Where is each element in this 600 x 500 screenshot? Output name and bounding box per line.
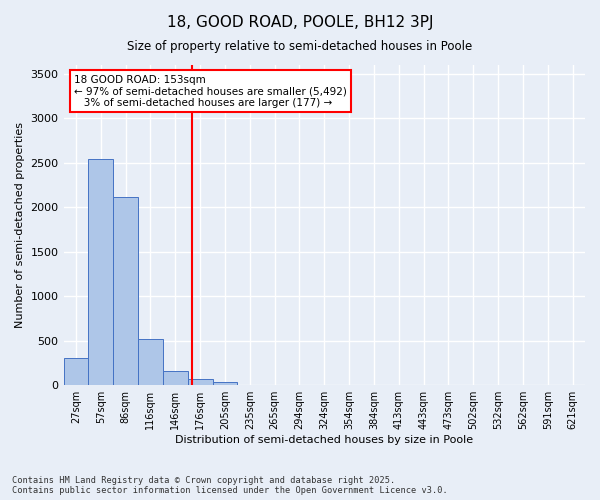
X-axis label: Distribution of semi-detached houses by size in Poole: Distribution of semi-detached houses by … [175, 435, 473, 445]
Text: 18, GOOD ROAD, POOLE, BH12 3PJ: 18, GOOD ROAD, POOLE, BH12 3PJ [167, 15, 433, 30]
Text: Contains HM Land Registry data © Crown copyright and database right 2025.
Contai: Contains HM Land Registry data © Crown c… [12, 476, 448, 495]
Bar [113, 196, 138, 385]
Bar [64, 358, 88, 385]
Text: 18 GOOD ROAD: 153sqm
← 97% of semi-detached houses are smaller (5,492)
   3% of : 18 GOOD ROAD: 153sqm ← 97% of semi-detac… [74, 74, 347, 108]
Y-axis label: Number of semi-detached properties: Number of semi-detached properties [15, 122, 25, 328]
Text: Size of property relative to semi-detached houses in Poole: Size of property relative to semi-detach… [127, 40, 473, 53]
Bar [188, 379, 212, 385]
Bar [88, 159, 113, 385]
Bar [163, 372, 188, 385]
Bar [138, 340, 163, 385]
Bar [212, 382, 238, 385]
